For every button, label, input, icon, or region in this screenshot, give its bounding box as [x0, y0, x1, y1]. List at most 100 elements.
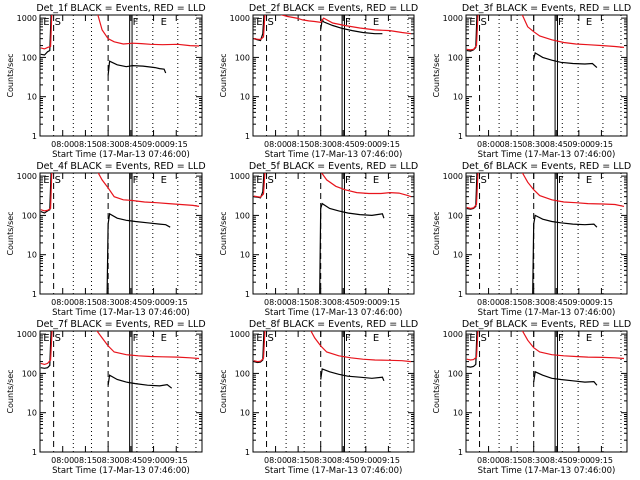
lld-series-line [521, 15, 625, 48]
event-marker-label: E [161, 17, 167, 28]
event-marker-label: E [373, 17, 379, 28]
x-tick-label: 09:00 [567, 140, 590, 149]
x-tick-label: 08:30 [309, 456, 332, 465]
x-tick-label: 09:15 [377, 456, 400, 465]
y-axis-label: Counts/sec [6, 53, 15, 97]
x-tick-label: 08:45 [545, 140, 568, 149]
panel-title: Det_8f BLACK = Events, RED = LLD [249, 319, 418, 330]
y-axis-label: Counts/sec [6, 211, 15, 255]
y-tick-label: 1 [245, 290, 250, 299]
panel-title: Det_6f BLACK = Events, RED = LLD [462, 161, 631, 172]
panel-title: Det_7f BLACK = Events, RED = LLD [36, 319, 205, 330]
x-tick-label: 08:30 [309, 298, 332, 307]
event-marker-label: E [43, 175, 49, 186]
x-tick-label: 08:45 [545, 298, 568, 307]
lld-series-line [253, 331, 266, 363]
lld-series-line [97, 173, 200, 207]
plot-frame [465, 14, 628, 137]
event-marker-label: E [586, 17, 592, 28]
event-marker-label: E [161, 175, 167, 186]
y-tick-label: 10 [453, 93, 463, 102]
y-axis-label: Counts/sec [432, 369, 441, 413]
x-axis-label: Start Time (17-Mar-13 07:46:00) [265, 150, 403, 160]
plot-frame [39, 330, 203, 453]
y-tick-label: 1000 [443, 172, 463, 181]
event-marker-label: S [268, 333, 274, 344]
x-axis-label: Start Time (17-Mar-13 07:46:00) [478, 466, 616, 476]
event-marker-label: F [133, 17, 139, 28]
event-marker-label: F [133, 333, 139, 344]
x-tick-label: 09:15 [590, 456, 613, 465]
events-series-line [40, 331, 52, 369]
event-marker-label: S [55, 333, 61, 344]
x-tick-label: 09:15 [590, 140, 613, 149]
events-series-line [107, 374, 173, 389]
x-tick-label: 09:15 [165, 298, 188, 307]
lld-series-line [40, 173, 53, 212]
x-tick-label: 09:00 [567, 456, 590, 465]
lld-series-line [521, 173, 625, 207]
y-tick-label: 100 [448, 211, 463, 220]
y-tick-label: 10 [453, 409, 463, 418]
x-axis-label: Start Time (17-Mar-13 07:46:00) [52, 150, 190, 160]
x-tick-label: 08:30 [309, 140, 332, 149]
lld-series-line [40, 331, 53, 366]
y-tick-label: 100 [448, 369, 463, 378]
x-tick-label: 08:30 [97, 298, 120, 307]
y-axis-label: Counts/sec [219, 53, 228, 97]
lld-series-line [40, 15, 53, 50]
event-marker-label: F [345, 17, 351, 28]
y-tick-label: 1000 [230, 172, 250, 181]
event-marker-label: S [268, 175, 274, 186]
panel-title: Det_4f BLACK = Events, RED = LLD [36, 161, 205, 172]
lld-series-line [466, 15, 479, 51]
x-tick-label: 08:15 [74, 298, 97, 307]
event-marker-label: S [55, 17, 61, 28]
event-marker-label: F [558, 175, 564, 186]
event-marker-label: E [469, 333, 475, 344]
x-tick-label: 08:15 [287, 456, 310, 465]
x-tick-label: 09:15 [377, 140, 400, 149]
y-tick-label: 1000 [17, 330, 37, 339]
y-tick-label: 10 [240, 409, 250, 418]
y-tick-label: 10 [27, 93, 37, 102]
events-series-line [319, 202, 385, 294]
x-tick-label: 08:15 [287, 298, 310, 307]
x-tick-label: 08:45 [119, 456, 142, 465]
x-tick-label: 08:00 [477, 140, 500, 149]
event-marker-label: E [586, 333, 592, 344]
x-tick-label: 08:15 [500, 456, 523, 465]
x-tick-label: 09:15 [165, 140, 188, 149]
event-marker-label: F [345, 333, 351, 344]
plot-frame [465, 172, 628, 295]
x-tick-label: 08:30 [97, 140, 120, 149]
x-tick-label: 08:45 [332, 456, 355, 465]
x-tick-label: 08:15 [500, 298, 523, 307]
lld-series-line [310, 331, 412, 363]
y-axis-label: Counts/sec [219, 369, 228, 413]
y-tick-label: 1000 [17, 172, 37, 181]
y-tick-label: 100 [22, 369, 37, 378]
events-series-line [533, 370, 598, 386]
x-tick-label: 09:00 [142, 456, 165, 465]
y-tick-label: 1000 [443, 330, 463, 339]
event-marker-label: E [373, 175, 379, 186]
x-tick-label: 08:15 [74, 456, 97, 465]
y-tick-label: 1 [458, 448, 463, 457]
y-tick-label: 1 [245, 448, 250, 457]
y-axis-label: Counts/sec [219, 211, 228, 255]
x-axis-label: Start Time (17-Mar-13 07:46:00) [52, 308, 190, 318]
lld-series-line [466, 173, 479, 210]
event-marker-label: E [256, 333, 262, 344]
plot-frame [39, 172, 203, 295]
lld-series-line [96, 331, 200, 360]
event-marker-label: S [481, 17, 487, 28]
lld-series-line [521, 331, 625, 360]
y-tick-label: 1000 [230, 330, 250, 339]
x-tick-label: 09:00 [354, 298, 377, 307]
x-tick-label: 08:00 [477, 456, 500, 465]
